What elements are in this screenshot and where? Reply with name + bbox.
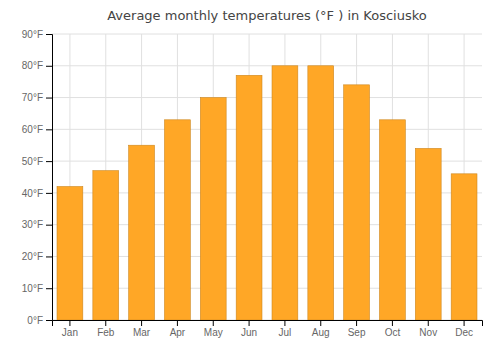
y-tick: 20°F xyxy=(22,251,52,262)
x-tick-mark xyxy=(320,320,321,326)
x-tick-label: Jul xyxy=(279,327,292,338)
y-tick: 40°F xyxy=(22,188,52,199)
x-tick: Mar xyxy=(133,320,151,338)
y-tick: 90°F xyxy=(22,29,52,40)
y-tick-label: 80°F xyxy=(22,60,43,71)
chart-svg: Jan Feb Mar Apr May Jun Jul Aug Sep Oct Nov Dec 0°F 1… xyxy=(0,0,500,350)
y-tick-mark xyxy=(46,98,52,99)
bar xyxy=(57,187,83,320)
title: Average monthly temperatures (°F ) in Ko… xyxy=(107,8,427,23)
y-tick-mark xyxy=(46,256,52,257)
y-tick-label: 90°F xyxy=(22,29,43,40)
x-tick: Jan xyxy=(62,320,78,338)
x-tick-mark xyxy=(177,320,178,326)
bars xyxy=(57,66,477,320)
y-tick: 0°F xyxy=(27,315,52,326)
y-tick-label: 0°F xyxy=(27,315,43,326)
x-tick: Feb xyxy=(97,320,115,338)
plot-area: Jan Feb Mar Apr May Jun Jul Aug Sep Oct Nov Dec 0°F 1… xyxy=(22,29,483,338)
x-tick-mark xyxy=(284,320,285,326)
grid xyxy=(52,34,482,320)
bar xyxy=(344,85,370,320)
x-tick-label: Jan xyxy=(62,327,78,338)
y-tick-mark xyxy=(46,34,52,35)
grid-line-y xyxy=(52,65,482,66)
x-tick-label: Jun xyxy=(241,327,257,338)
x-tick-mark xyxy=(105,320,106,326)
y-tick: 30°F xyxy=(22,219,52,230)
x-tick-mark xyxy=(464,320,465,326)
bar xyxy=(165,120,191,320)
y-axis: 0°F 10°F 20°F 30°F 40°F 50°F 60°F 70°F 80°F 90°F xyxy=(22,29,53,326)
x-tick-label: Apr xyxy=(170,327,186,338)
y-tick-mark xyxy=(46,225,52,226)
x-tick: Aug xyxy=(312,320,330,338)
x-tick-label: Oct xyxy=(385,327,401,338)
y-tick-label: 50°F xyxy=(22,156,43,167)
chart-container: Jan Feb Mar Apr May Jun Jul Aug Sep Oct Nov Dec 0°F 1… xyxy=(0,0,500,350)
x-tick-mark xyxy=(213,320,214,326)
grid-line-y xyxy=(52,97,482,98)
x-tick-mark xyxy=(428,320,429,326)
bar xyxy=(236,75,262,320)
x-tick: Sep xyxy=(348,320,366,338)
y-tick-label: 60°F xyxy=(22,124,43,135)
x-tick-label: May xyxy=(204,327,223,338)
x-tick-mark xyxy=(69,320,70,326)
x-tick-label: Mar xyxy=(133,327,151,338)
y-tick: 70°F xyxy=(22,92,52,103)
y-tick: 80°F xyxy=(22,60,52,71)
x-tick-label: Dec xyxy=(455,327,473,338)
y-tick-mark xyxy=(46,66,52,67)
x-tick: Oct xyxy=(385,320,401,338)
x-axis-line xyxy=(53,321,483,327)
x-tick-label: Aug xyxy=(312,327,330,338)
bar xyxy=(415,148,441,320)
grid-line-y xyxy=(52,34,482,35)
x-tick-mark xyxy=(356,320,357,326)
y-tick-mark xyxy=(46,161,52,162)
x-tick: May xyxy=(204,320,223,338)
x-tick-label: Sep xyxy=(348,327,366,338)
bar xyxy=(308,66,334,320)
x-tick-mark xyxy=(392,320,393,326)
bar xyxy=(200,98,226,320)
y-tick: 50°F xyxy=(22,156,52,167)
bar xyxy=(272,66,298,320)
bar xyxy=(93,171,119,320)
y-tick: 60°F xyxy=(22,124,52,135)
x-tick: Jul xyxy=(279,320,292,338)
bar xyxy=(129,145,155,320)
bar xyxy=(451,174,477,320)
y-tick-label: 30°F xyxy=(22,219,43,230)
y-tick-label: 70°F xyxy=(22,92,43,103)
y-tick-mark xyxy=(46,129,52,130)
bar xyxy=(380,120,406,320)
x-tick: Apr xyxy=(170,320,186,338)
x-tick: Nov xyxy=(419,320,437,338)
grid-line-y xyxy=(52,129,482,130)
y-tick-label: 20°F xyxy=(22,251,43,262)
y-axis-line xyxy=(46,35,53,321)
y-tick-label: 40°F xyxy=(22,188,43,199)
x-tick: Dec xyxy=(455,320,473,338)
y-tick-mark xyxy=(46,288,52,289)
y-tick: 10°F xyxy=(22,283,52,294)
y-tick-label: 10°F xyxy=(22,283,43,294)
x-tick-mark xyxy=(249,320,250,326)
x-axis: Jan Feb Mar Apr May Jun Jul Aug Sep Oct Nov Dec xyxy=(53,320,483,338)
y-tick-mark xyxy=(46,193,52,194)
y-tick-mark xyxy=(46,320,52,321)
x-tick-mark xyxy=(141,320,142,326)
x-tick: Jun xyxy=(241,320,257,338)
x-tick-label: Feb xyxy=(97,327,115,338)
x-tick-label: Nov xyxy=(419,327,437,338)
